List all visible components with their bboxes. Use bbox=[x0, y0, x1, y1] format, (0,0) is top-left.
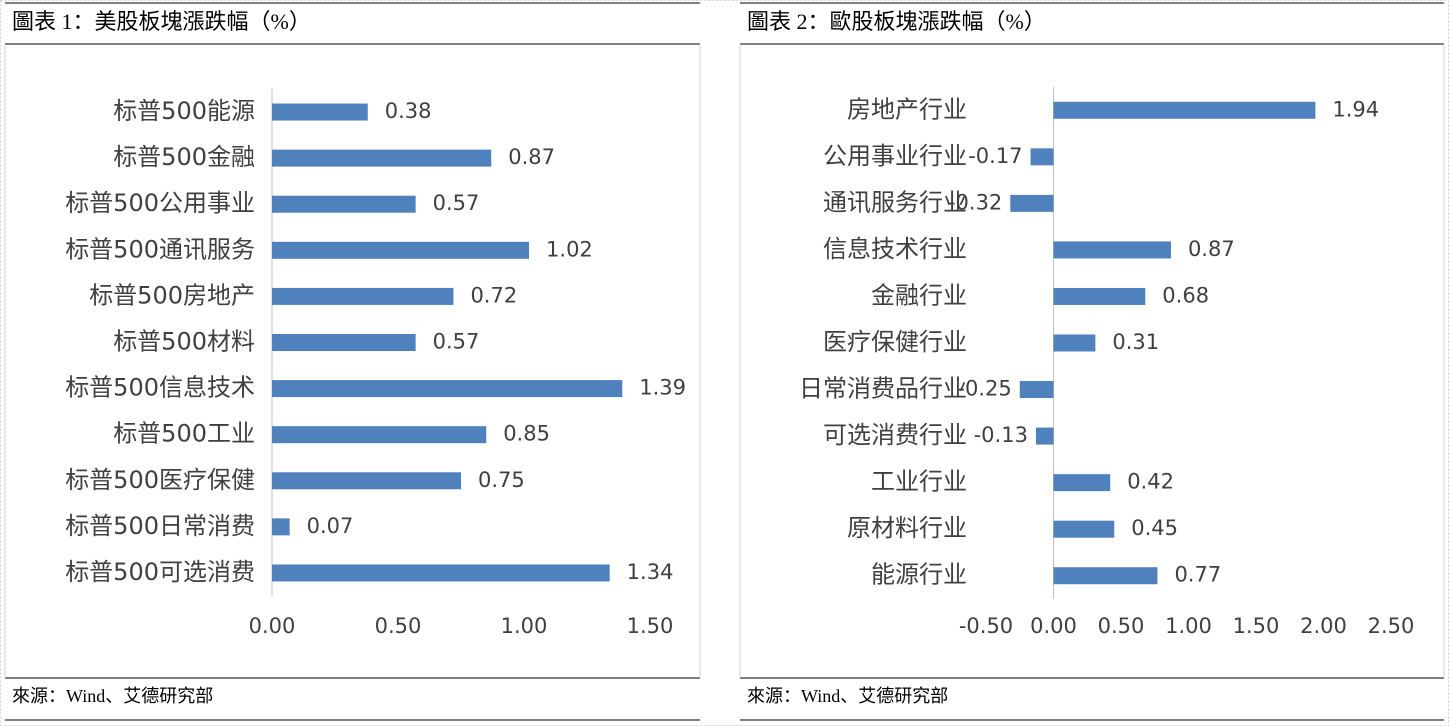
bar bbox=[272, 564, 610, 582]
y-tick-label: 原材料行业 bbox=[847, 514, 967, 542]
y-tick-label: 信息技术行业 bbox=[823, 235, 967, 263]
value-label: 0.07 bbox=[307, 514, 354, 538]
y-tick-label: 通讯服务行业 bbox=[823, 188, 967, 216]
y-tick-label: 能源行业 bbox=[871, 561, 967, 589]
value-label: 0.57 bbox=[433, 330, 480, 354]
value-label: -0.25 bbox=[957, 377, 1011, 401]
x-tick-label: 0.00 bbox=[1030, 614, 1077, 638]
bar bbox=[1053, 474, 1111, 492]
bar bbox=[272, 334, 416, 351]
y-tick-label: 可选消费行业 bbox=[823, 421, 967, 449]
y-tick-label: 医疗保健行业 bbox=[823, 328, 967, 356]
bar bbox=[272, 103, 368, 121]
bar bbox=[272, 472, 461, 490]
source-note: 來源：Wind、艾德研究部 bbox=[747, 686, 948, 706]
bar bbox=[1010, 194, 1054, 212]
bar bbox=[1053, 101, 1316, 119]
x-tick-label: 0.50 bbox=[1098, 614, 1145, 638]
value-label: 0.31 bbox=[1112, 330, 1159, 354]
value-label: 1.39 bbox=[639, 376, 686, 400]
y-tick-label: 标普500医疗保健 bbox=[65, 466, 255, 494]
x-tick-label: 1.50 bbox=[627, 614, 674, 638]
y-tick-label: 标普500信息技术 bbox=[65, 374, 255, 402]
x-tick-label: 1.00 bbox=[1165, 614, 1212, 638]
y-tick-label: 标普500工业 bbox=[113, 420, 255, 448]
value-label: -0.17 bbox=[968, 144, 1022, 168]
value-label: -0.32 bbox=[948, 190, 1002, 214]
x-tick-label: -0.50 bbox=[959, 614, 1013, 638]
y-tick-label: 标普500日常消费 bbox=[65, 512, 255, 540]
chart-title: 圖表 2：歐股板塊漲跌幅（%） bbox=[747, 9, 1046, 34]
y-tick-label: 标普500房地产 bbox=[89, 281, 255, 309]
bar bbox=[272, 149, 492, 167]
y-tick-label: 标普500通讯服务 bbox=[65, 235, 255, 263]
y-tick-label: 房地产行业 bbox=[847, 95, 967, 123]
value-label: 0.72 bbox=[470, 283, 517, 307]
value-label: 0.85 bbox=[503, 422, 550, 446]
y-tick-label: 标普500公用事业 bbox=[65, 189, 255, 217]
value-label: 0.87 bbox=[1188, 237, 1235, 261]
bar bbox=[1053, 287, 1146, 305]
y-tick-label: 标普500能源 bbox=[113, 97, 255, 125]
x-tick-label: 1.00 bbox=[501, 614, 548, 638]
value-label: 1.94 bbox=[1332, 97, 1379, 121]
bar bbox=[1053, 567, 1158, 585]
bar bbox=[272, 380, 623, 398]
y-tick-label: 工业行业 bbox=[871, 468, 967, 496]
bar bbox=[1053, 334, 1096, 352]
bar bbox=[1019, 381, 1054, 399]
bar bbox=[1030, 148, 1054, 166]
value-label: 1.34 bbox=[627, 560, 674, 584]
bar bbox=[272, 287, 454, 305]
source-note: 來源：Wind、艾德研究部 bbox=[12, 686, 213, 706]
y-tick-label: 金融行业 bbox=[871, 281, 967, 309]
bar bbox=[1053, 241, 1171, 259]
value-label: 0.45 bbox=[1131, 516, 1178, 540]
bar bbox=[272, 518, 290, 536]
chart-title: 圖表 1：美股板塊漲跌幅（%） bbox=[12, 9, 311, 34]
value-label: 0.57 bbox=[433, 191, 480, 215]
x-tick-label: 2.50 bbox=[1368, 614, 1415, 638]
bar bbox=[272, 195, 416, 213]
bar bbox=[1035, 427, 1054, 445]
bar bbox=[1053, 520, 1115, 538]
y-tick-label: 标普500材料 bbox=[113, 328, 255, 356]
value-label: 0.87 bbox=[508, 145, 555, 169]
y-tick-label: 日常消费品行业 bbox=[799, 375, 967, 403]
y-tick-label: 标普500金融 bbox=[113, 143, 255, 171]
value-label: 0.77 bbox=[1174, 563, 1221, 587]
value-label: 0.42 bbox=[1127, 470, 1174, 494]
x-tick-label: 2.00 bbox=[1300, 614, 1347, 638]
y-tick-label: 标普500可选消费 bbox=[65, 558, 255, 586]
value-label: 0.75 bbox=[478, 468, 525, 492]
x-tick-label: 0.00 bbox=[249, 614, 296, 638]
value-label: -0.13 bbox=[974, 423, 1028, 447]
x-tick-label: 1.50 bbox=[1233, 614, 1280, 638]
y-tick-label: 公用事业行业 bbox=[823, 142, 967, 170]
value-label: 0.38 bbox=[385, 99, 432, 123]
x-tick-label: 0.50 bbox=[375, 614, 422, 638]
bar bbox=[272, 241, 530, 259]
value-label: 0.68 bbox=[1162, 283, 1209, 307]
value-label: 1.02 bbox=[546, 237, 593, 261]
bar bbox=[272, 426, 487, 444]
